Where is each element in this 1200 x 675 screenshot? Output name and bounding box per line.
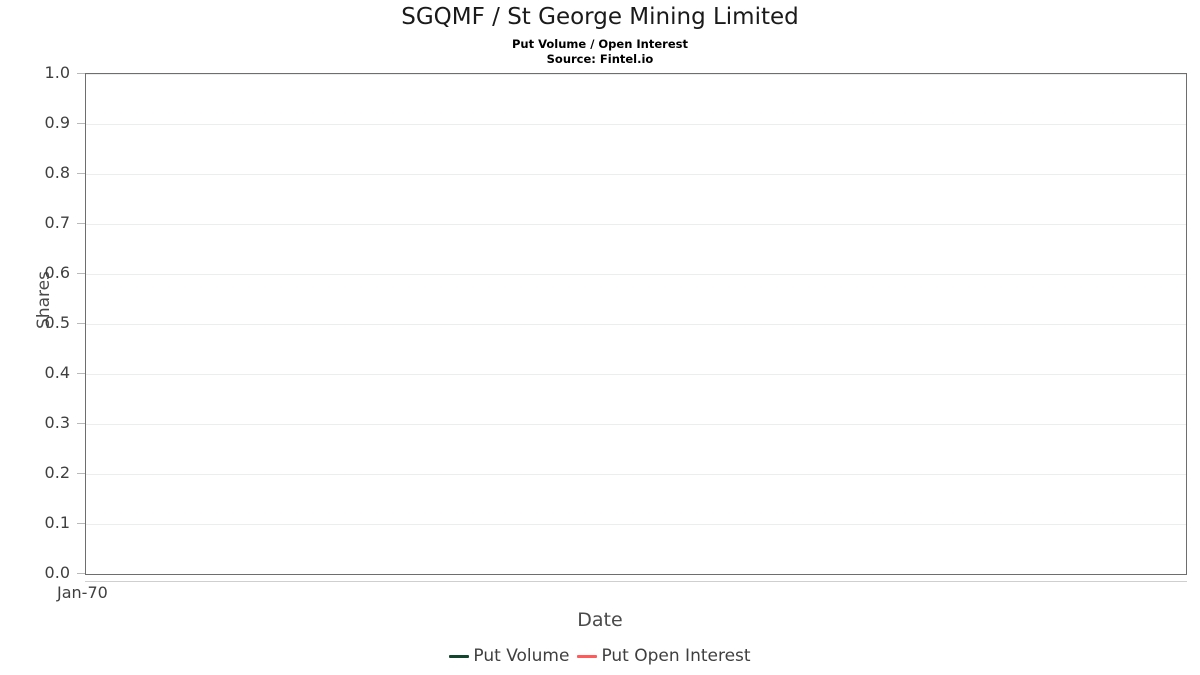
gridline [86,424,1186,425]
y-tick-mark [77,523,85,524]
y-tick-label: 0.4 [44,363,70,382]
y-tick-label: 0.7 [44,213,70,232]
series-layer [86,74,1186,574]
y-tick-mark [77,273,85,274]
y-tick-mark [77,373,85,374]
chart-source: Source: Fintel.io [546,51,654,66]
y-tick-label: 0.0 [44,563,70,582]
legend-item-put-open-interest[interactable]: Put Open Interest [577,646,751,666]
chart-subtitle: Put Volume / Open Interest [512,37,688,51]
y-tick-label: 0.8 [44,163,70,182]
plot-area [85,73,1187,575]
x-axis-title: Date [577,609,623,631]
y-tick-label: 0.6 [44,263,70,282]
x-axis-baseline [85,581,1187,582]
x-tick-label: Jan-70 [57,583,108,602]
y-tick-mark [77,173,85,174]
gridline [86,224,1186,225]
legend-label: Put Volume [473,646,570,666]
y-tick-label: 1.0 [44,63,70,82]
gridline [86,474,1186,475]
legend-item-put-volume[interactable]: Put Volume [449,646,569,666]
y-tick-label: 0.1 [44,513,70,532]
y-tick-mark [77,223,85,224]
y-tick-label: 0.2 [44,463,70,482]
y-tick-mark [77,423,85,424]
y-tick-mark [77,473,85,474]
y-axis-tick-labels: 1.0 0.9 0.8 0.7 0.6 0.5 0.4 0.3 0.2 0.1 … [0,0,70,675]
gridline [86,324,1186,325]
chart-title: SGQMF / St George Mining Limited [401,4,799,30]
gridline [86,274,1186,275]
y-tick-mark [77,73,85,74]
y-tick-label: 0.3 [44,413,70,432]
chart-legend: Put Volume Put Open Interest [0,646,1200,666]
legend-swatch-icon [577,654,598,658]
y-tick-label: 0.5 [44,313,70,332]
gridline [86,174,1186,175]
y-tick-mark [77,323,85,324]
chart-header: SGQMF / St George Mining Limited Put Vol… [0,0,1200,66]
y-tick-label: 0.9 [44,113,70,132]
y-tick-mark [77,573,85,574]
legend-swatch-icon [449,654,470,658]
gridline [86,374,1186,375]
gridline [86,124,1186,125]
gridline [86,74,1186,75]
gridline [86,524,1186,525]
legend-label: Put Open Interest [601,646,751,666]
y-tick-mark [77,123,85,124]
